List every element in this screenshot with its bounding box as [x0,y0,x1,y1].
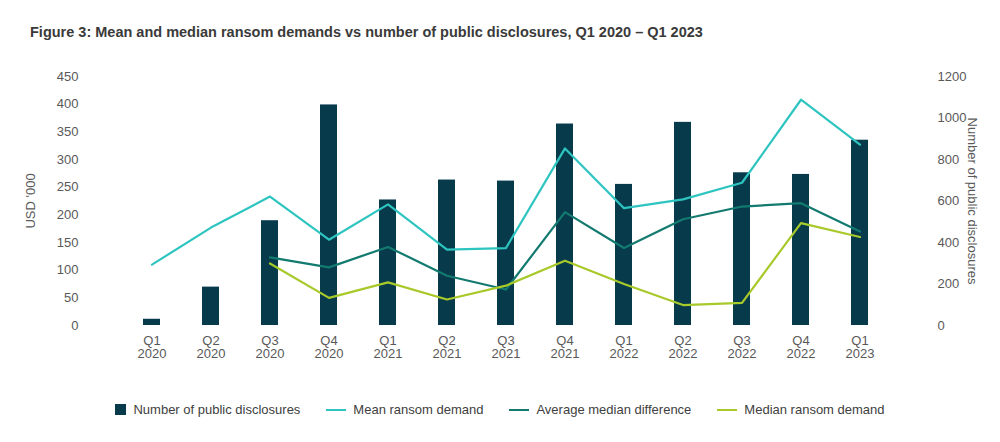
svg-text:Q22022: Q22022 [669,333,698,361]
html-text:Number of public disclosures: Number of public disclosures [964,117,980,284]
svg-text:100: 100 [57,262,79,277]
html-text:Figure 3: Mean and median rans: Figure 3: Mean and median ransom demands… [30,24,703,40]
svg-text:Q12021: Q12021 [374,333,403,361]
html-text:Mean ransom demand: Mean ransom demand [353,402,484,417]
html-text:Average median difference: Average median difference [536,402,692,417]
svg-text:1200: 1200 [938,69,967,84]
svg-text:400: 400 [938,235,960,250]
html-text:Median ransom demand: Median ransom demand [744,402,885,417]
svg-text:Q12022: Q12022 [610,333,639,361]
svg-text:Q22021: Q22021 [433,333,462,361]
svg-text:Q42020: Q42020 [315,333,344,361]
svg-text:200: 200 [57,207,79,222]
svg-text:150: 150 [57,235,79,250]
html-text:Number of public disclosures: Number of public disclosures [133,402,301,417]
svg-text:250: 250 [57,179,79,194]
svg-text:Q22020: Q22020 [197,333,226,361]
svg-text:50: 50 [64,290,78,305]
svg-text:1000: 1000 [938,110,967,125]
svg-text:400: 400 [57,96,79,111]
svg-text:Q32020: Q32020 [256,333,285,361]
svg-text:350: 350 [57,124,79,139]
svg-text:Q32022: Q32022 [728,333,757,361]
svg-text:800: 800 [938,152,960,167]
svg-text:Q12020: Q12020 [138,333,167,361]
svg-text:0: 0 [71,318,78,333]
svg-text:450: 450 [57,69,79,84]
svg-text:Q32021: Q32021 [492,333,521,361]
svg-text:200: 200 [938,276,960,291]
svg-text:0: 0 [938,318,945,333]
svg-text:300: 300 [57,152,79,167]
svg-text:Q12023: Q12023 [846,333,875,361]
svg-text:Q42022: Q42022 [787,333,816,361]
svg-text:600: 600 [938,193,960,208]
svg-text:Q42021: Q42021 [551,333,580,361]
html-text:USD '000: USD '000 [22,172,38,229]
